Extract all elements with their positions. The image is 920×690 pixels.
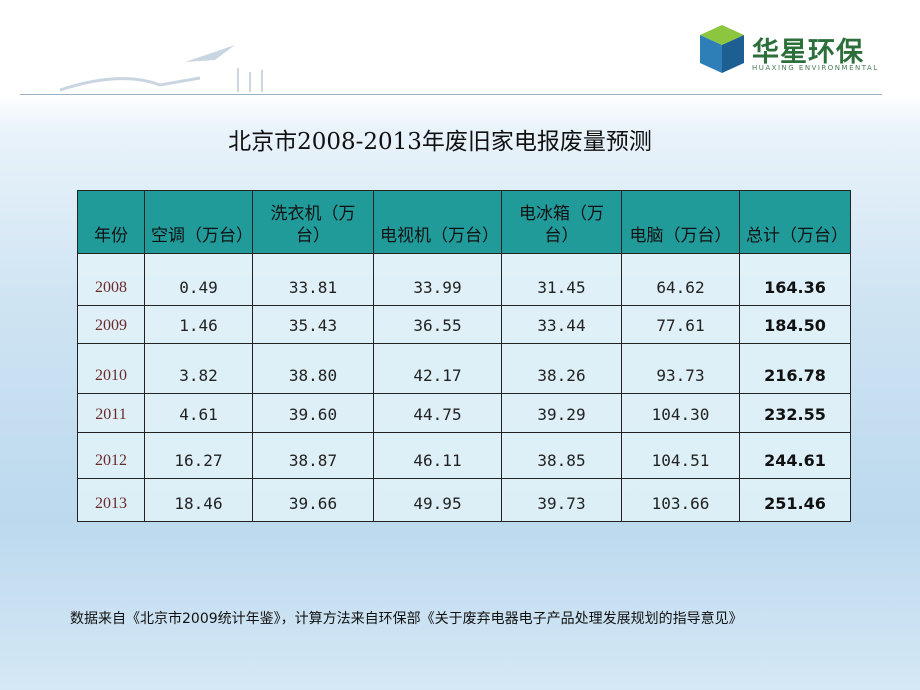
table-cell: 232.55 bbox=[739, 393, 851, 433]
slide-title: 北京市2008-2013年废旧家电报废量预测 bbox=[228, 129, 652, 155]
column-header: 洗衣机（万台） bbox=[252, 190, 374, 254]
table-cell: 251.46 bbox=[739, 478, 851, 522]
table-cell: 64.62 bbox=[621, 253, 740, 306]
column-header: 电视机（万台） bbox=[373, 190, 502, 254]
table-cell: 103.66 bbox=[621, 478, 740, 522]
table-cell: 2008 bbox=[77, 253, 145, 306]
table-cell: 38.87 bbox=[252, 432, 374, 479]
column-header: 总计（万台） bbox=[739, 190, 851, 254]
table-cell: 216.78 bbox=[739, 343, 851, 394]
logo-subtitle: HUAXING ENVIRONMENTAL bbox=[752, 64, 879, 72]
table-cell: 18.46 bbox=[144, 478, 253, 522]
footnote: 数据来自《北京市2009统计年鉴》，计算方法来自环保部《关于废弃电器电子产品处理… bbox=[70, 611, 743, 627]
table-cell: 31.45 bbox=[501, 253, 622, 306]
column-header: 电脑（万台） bbox=[621, 190, 740, 254]
table-cell: 2012 bbox=[77, 432, 145, 479]
table-cell: 93.73 bbox=[621, 343, 740, 394]
table-cell: 2009 bbox=[77, 305, 145, 344]
table-cell: 2013 bbox=[77, 478, 145, 522]
table-row: 2011 4.61 39.60 44.75 39.29 104.30 232.55 bbox=[77, 393, 851, 433]
table-cell: 1.46 bbox=[144, 305, 253, 344]
table-cell: 244.61 bbox=[739, 432, 851, 479]
table-cell: 77.61 bbox=[621, 305, 740, 344]
table-cell: 46.11 bbox=[373, 432, 502, 479]
table-cell: 104.51 bbox=[621, 432, 740, 479]
header-row: 年份 空调（万台） 洗衣机（万台） 电视机（万台） 电冰箱（万台） 电脑（万台） 总计（万台… bbox=[77, 190, 851, 254]
table-cell: 104.30 bbox=[621, 393, 740, 433]
table-cell: 38.26 bbox=[501, 343, 622, 394]
header-rule bbox=[20, 94, 882, 95]
table-cell: 36.55 bbox=[373, 305, 502, 344]
table-cell: 38.80 bbox=[252, 343, 374, 394]
table-cell: 184.50 bbox=[739, 305, 851, 344]
table-cell: 39.73 bbox=[501, 478, 622, 522]
table-cell: 39.66 bbox=[252, 478, 374, 522]
logo: 华星环保 bbox=[752, 37, 864, 68]
table-cell: 2011 bbox=[77, 393, 145, 433]
table-cell: 164.36 bbox=[739, 253, 851, 306]
table-cell: 38.85 bbox=[501, 432, 622, 479]
table-cell: 0.49 bbox=[144, 253, 253, 306]
table-cell: 39.60 bbox=[252, 393, 374, 433]
table-cell: 35.43 bbox=[252, 305, 374, 344]
table-row: 2012 16.27 38.87 46.11 38.85 104.51 244.61 bbox=[77, 432, 851, 479]
table-cell: 16.27 bbox=[144, 432, 253, 479]
table-row: 2010 3.82 38.80 42.17 38.26 93.73 216.78 bbox=[77, 343, 851, 394]
column-header: 年份 bbox=[77, 190, 145, 254]
table-row: 2013 18.46 39.66 49.95 39.73 103.66 251.46 bbox=[77, 478, 851, 522]
table-cell: 49.95 bbox=[373, 478, 502, 522]
header-art bbox=[59, 25, 744, 92]
table-row: 2009 1.46 35.43 36.55 33.44 77.61 184.50 bbox=[77, 305, 851, 344]
column-header: 空调（万台） bbox=[144, 190, 253, 254]
table-cell: 39.29 bbox=[501, 393, 622, 433]
table-cell: 44.75 bbox=[373, 393, 502, 433]
table-cell: 42.17 bbox=[373, 343, 502, 394]
table-cell: 33.81 bbox=[252, 253, 374, 306]
table-cell: 33.44 bbox=[501, 305, 622, 344]
table-row: 2008 0.49 33.81 33.99 31.45 64.62 164.36 bbox=[77, 253, 851, 306]
table-cell: 4.61 bbox=[144, 393, 253, 433]
data-table: 年份 空调（万台） 洗衣机（万台） 电视机（万台） 电冰箱（万台） 电脑（万台） 总计（万台… bbox=[77, 190, 851, 522]
table-cell: 2010 bbox=[77, 343, 145, 394]
table-cell: 33.99 bbox=[373, 253, 502, 306]
column-header: 电冰箱（万台） bbox=[501, 190, 622, 254]
table-cell: 3.82 bbox=[144, 343, 253, 394]
